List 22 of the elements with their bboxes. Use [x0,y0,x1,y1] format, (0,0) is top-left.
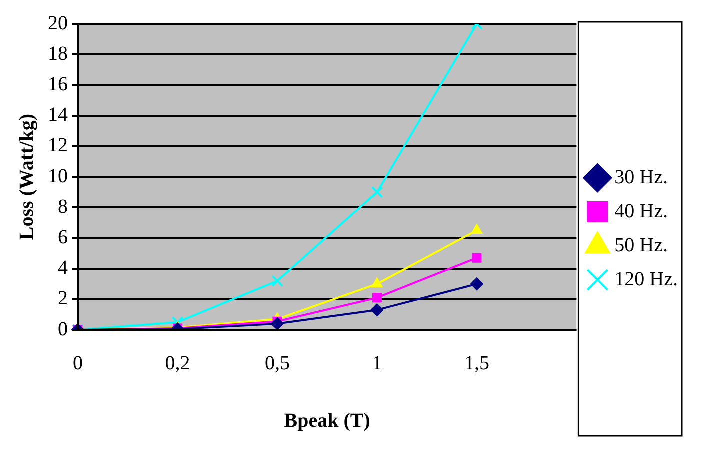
y-tick-label: 20 [48,12,68,34]
x-tick-label: 0,5 [264,352,290,374]
y-tick-label: 18 [48,42,68,65]
y-tick-label: 10 [48,165,68,188]
legend-label: 40 Hz. [614,200,668,222]
legend-label: 50 Hz. [614,234,668,256]
y-tick-label: 0 [58,318,68,340]
legend-label: 30 Hz. [614,166,668,188]
x-tick-label: 0,2 [165,352,190,374]
y-axis-title: Loss (Watt/kg) [16,114,38,240]
legend-label: 120 Hz. [614,268,678,290]
y-tick-label: 8 [58,196,68,218]
x-tick-label: 1,5 [464,352,490,374]
y-tick-label: 6 [58,226,68,248]
x-tick-label: 1 [372,352,382,374]
x-tick-label: 0 [73,352,83,374]
y-tick-label: 12 [48,134,68,157]
x-axis-title: Bpeak (T) [284,410,370,432]
y-tick-label: 4 [58,257,68,280]
y-tick-label: 14 [48,104,68,126]
y-tick-label: 2 [58,288,68,310]
y-tick-label: 16 [48,73,68,96]
